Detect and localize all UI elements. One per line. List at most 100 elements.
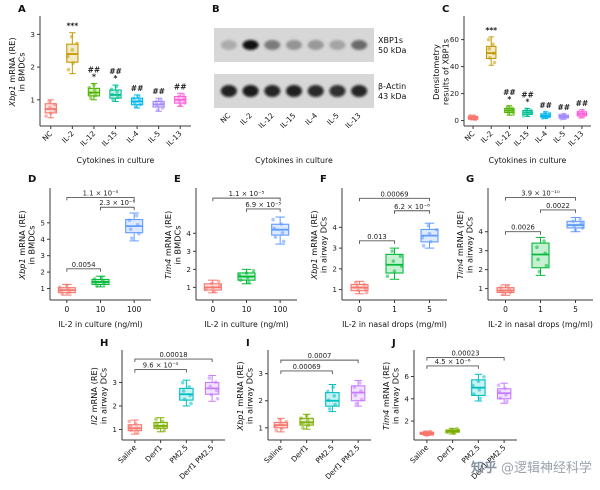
y-tick-label: 1 (186, 283, 191, 292)
data-point (216, 279, 221, 284)
x-tick-label: 5 (427, 305, 432, 314)
panel-c-letter: C (442, 4, 450, 15)
x-tick-label: IL-5 (551, 129, 567, 145)
box-IL-12 (87, 82, 101, 101)
data-point (505, 399, 509, 404)
data-point (506, 284, 510, 288)
box-Derf1 (445, 427, 460, 436)
data-point (390, 249, 394, 253)
data-point (70, 48, 75, 52)
data-point (501, 292, 505, 297)
data-point (284, 420, 289, 424)
box-NC (44, 99, 58, 119)
data-point (134, 213, 139, 218)
data-point (65, 54, 70, 59)
data-point (571, 219, 575, 223)
data-point (59, 288, 63, 293)
blot-band (242, 85, 259, 97)
data-point (331, 385, 336, 389)
x-tick-label: NC (463, 129, 477, 143)
data-point (132, 96, 136, 101)
x-tick-label: 100 (273, 305, 288, 314)
sig-bracket: 0.00023 (426, 350, 505, 361)
x-tick-label: IL-5 (146, 129, 162, 145)
panel-h-chart: 1 2 3 Saline Derf1 PM2.5 Derf1 PM2.5 Il2 mRNA (… (88, 338, 230, 486)
data-point (238, 278, 243, 282)
box-IL-2 (485, 36, 497, 66)
data-point (183, 101, 187, 105)
data-point (423, 430, 427, 435)
data-point (159, 101, 164, 106)
data-point (115, 90, 119, 94)
axes (485, 188, 593, 303)
y-tick-label: 2 (332, 264, 337, 273)
x-axis-title: IL-2 in culture (ng/ml) (58, 320, 142, 329)
data-point (188, 393, 192, 397)
p-value-label: 0.00069 (293, 363, 321, 371)
data-point (89, 96, 93, 101)
panel-c-chart: 0 20 40 60 NC IL-2 IL-12 IL-15 IL-4 IL-5 IL-13 Cyto… (430, 4, 596, 166)
y-tick-label: 2 (404, 417, 409, 426)
y-tick-label: 3 (258, 369, 263, 378)
data-point (214, 380, 218, 384)
x-tick-label: Saline (408, 443, 430, 465)
data-point (434, 227, 439, 232)
box-5 (566, 217, 585, 233)
data-point (137, 231, 141, 236)
data-point (507, 287, 511, 292)
data-point (421, 243, 426, 248)
data-point (576, 110, 581, 114)
data-point (135, 222, 140, 227)
y-tick-label: 2 (40, 268, 45, 277)
lane-label: IL-12 (257, 111, 276, 130)
data-point (278, 417, 282, 422)
box-0 (350, 280, 369, 295)
data-point (280, 230, 285, 235)
data-point (208, 384, 213, 389)
y-tick-label: 1 (478, 284, 483, 293)
data-point (180, 380, 185, 385)
y-axis-title: Tim4 mRNA (RE)in airway DCs (455, 211, 475, 279)
panel-A-svg: 1 2 3 NC IL-2 IL-12 IL-15 IL-4 IL-5 IL-13 Cytokine… (7, 16, 191, 165)
axes (265, 350, 371, 443)
data-point (579, 221, 584, 226)
box-Saline (419, 429, 435, 437)
data-point (327, 407, 332, 411)
y-tick-label: 0 (454, 116, 459, 125)
data-point (209, 281, 214, 286)
sig-bracket: 0.0007 (280, 352, 359, 364)
data-point (111, 98, 115, 102)
data-point (506, 107, 510, 112)
y-tick-label: 1 (332, 285, 337, 294)
axes (47, 188, 151, 303)
x-tick-label: 0 (64, 305, 69, 314)
box-Derf1 (299, 413, 314, 430)
blot-band (264, 40, 281, 50)
p-value-label: 4.5 × 10⁻⁶ (435, 358, 471, 366)
data-point (57, 285, 62, 289)
box-IL-2 (65, 32, 79, 75)
sig-bracket: 0.013 (359, 233, 395, 244)
x-tick-label: NC (40, 129, 54, 143)
box-1 (385, 247, 404, 280)
data-point (134, 426, 139, 431)
p-value-label: 9.6 × 10⁻⁵ (143, 362, 179, 370)
data-point (510, 106, 514, 110)
data-point (496, 383, 501, 387)
data-point (535, 245, 539, 250)
data-point (300, 421, 304, 425)
blot-band (307, 85, 324, 97)
axes (193, 188, 297, 303)
blot-band (351, 85, 368, 97)
data-point (354, 280, 358, 285)
x-tick-label: 1 (392, 305, 397, 314)
data-point (399, 264, 404, 268)
sig-bracket: 6.9 × 10⁻⁵ (245, 201, 281, 212)
x-tick-label: IL-4 (533, 129, 549, 145)
data-point (544, 263, 549, 268)
x-tick-label: 0 (210, 305, 215, 314)
sig-mark: * (92, 72, 96, 81)
data-point (363, 286, 368, 291)
p-value-label: 0.0022 (546, 202, 570, 210)
panel-j: J 2 4 6 Saline Derf1 PM2.5 Derf1 PM2.5 Tim4 mRN… (380, 338, 522, 486)
